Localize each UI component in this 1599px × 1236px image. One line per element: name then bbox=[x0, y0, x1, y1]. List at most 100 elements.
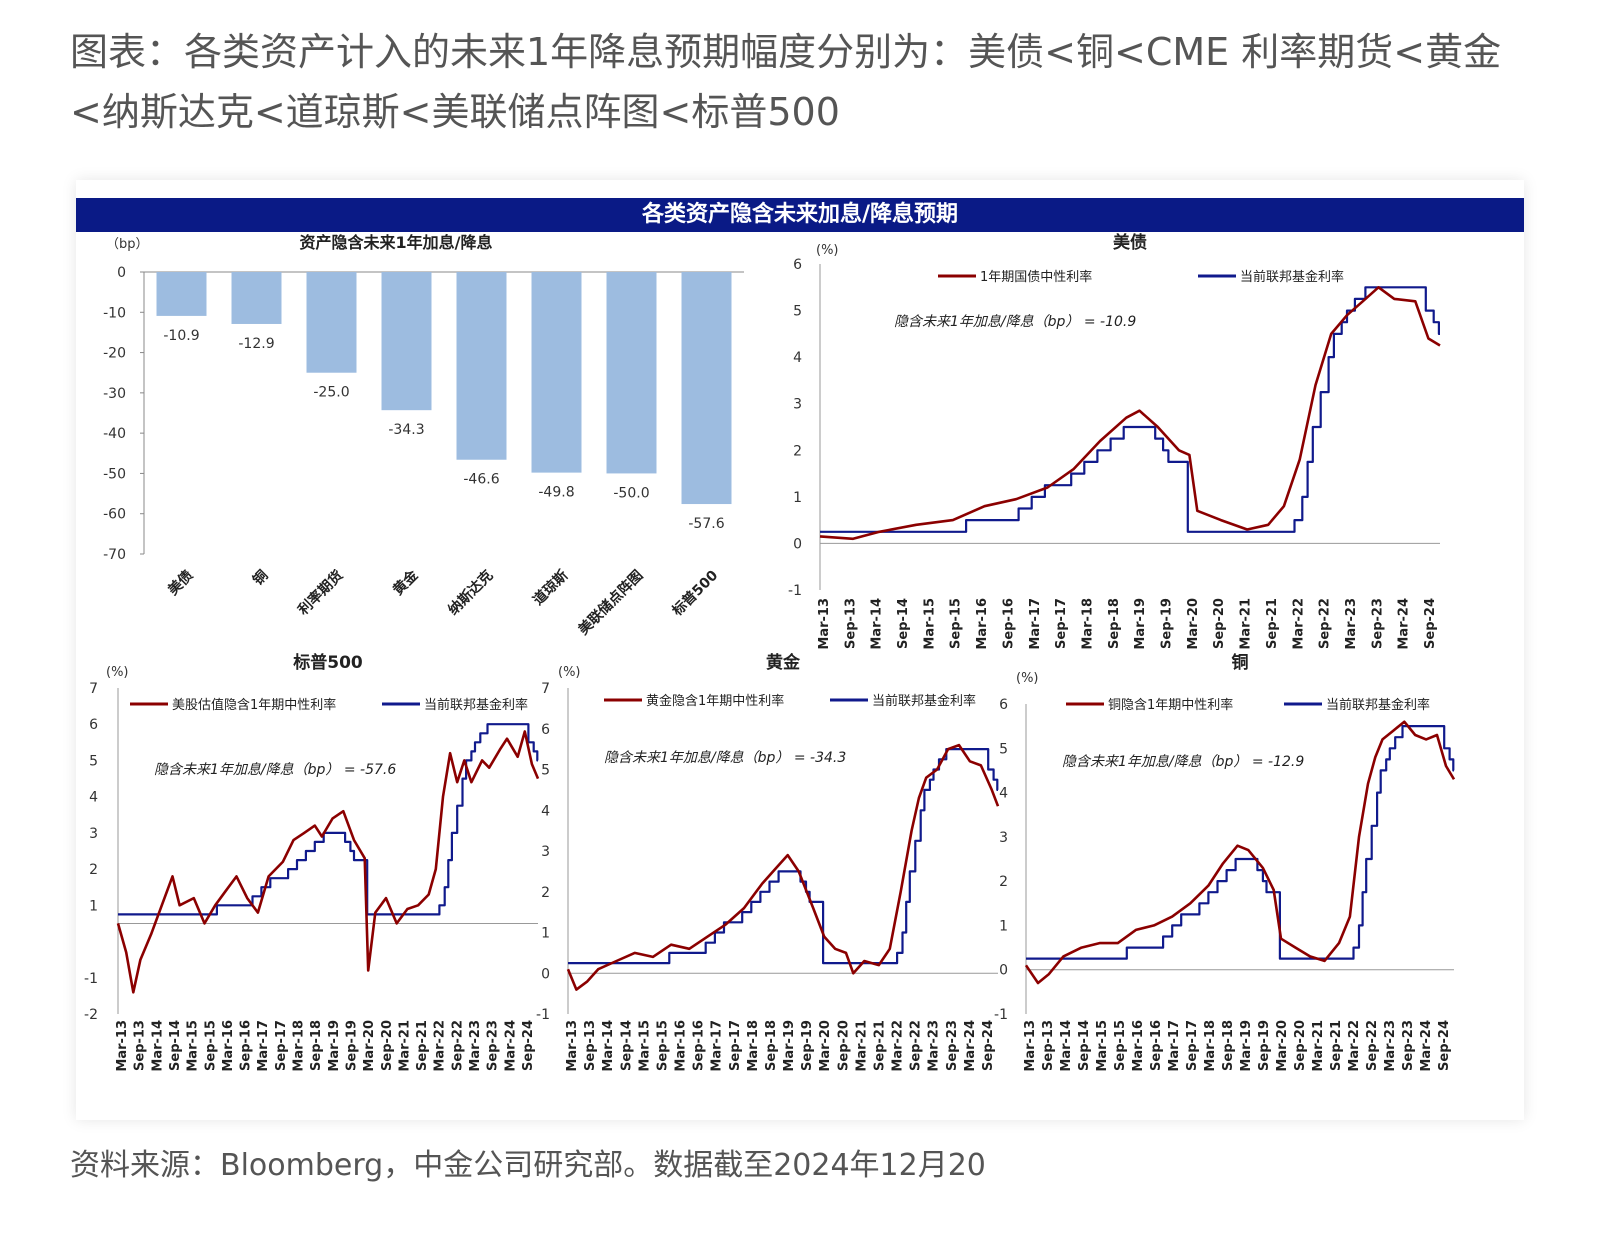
annotation-text: 隐含未来1年加息/降息（bp） = -12.9 bbox=[1062, 754, 1304, 770]
bar-value-label: -10.9 bbox=[163, 328, 199, 344]
figure-panel: 各类资产隐含未来加息/降息预期 资产隐含未来1年加息/降息 （bp） 0 -1 0 -20… bbox=[76, 180, 1524, 1120]
x-category-label: 道琼斯 bbox=[530, 567, 572, 609]
legend-label: 当前联邦基金利率 bbox=[424, 697, 528, 713]
y-tick-label: 6 bbox=[89, 717, 98, 733]
y-tick-label: 5 bbox=[999, 741, 1008, 757]
x-tick-label: Mar-15 bbox=[922, 598, 937, 650]
x-tick-label: Sep-23 bbox=[1370, 598, 1385, 649]
y-tick-label: 5 bbox=[793, 304, 802, 320]
x-tick-label: Sep-24 bbox=[1437, 1020, 1452, 1071]
x-tick-label: Sep-22 bbox=[1365, 1020, 1380, 1071]
x-tick-label: Sep-22 bbox=[909, 1020, 924, 1071]
y-tick-label: 1 bbox=[89, 898, 98, 914]
bar bbox=[606, 272, 657, 474]
series-line bbox=[820, 286, 1440, 533]
x-tick-label: Mar-19 bbox=[782, 1020, 797, 1072]
bar bbox=[456, 272, 507, 460]
figure-banner: 各类资产隐含未来加息/降息预期 bbox=[76, 198, 1524, 232]
ust-chart: 美债 (%) -1 0 1 2 3 4 5 6 Mar-13 Sep-13 Mar-14 Sep-14 Ma… bbox=[788, 232, 1441, 650]
legend-label: 当前联邦基金利率 bbox=[872, 693, 976, 709]
x-tick-label: Mar-16 bbox=[975, 598, 990, 650]
x-tick-label: Sep-24 bbox=[981, 1020, 996, 1071]
y-tick-label: -20 bbox=[103, 346, 126, 362]
x-tick-label: Mar-24 bbox=[1397, 598, 1412, 650]
x-tick-label: Sep-16 bbox=[1149, 1020, 1164, 1071]
y-tick-label: 1 bbox=[793, 490, 802, 506]
y-tick-label: 3 bbox=[541, 844, 550, 860]
y-tick-label: 1 bbox=[541, 926, 550, 942]
y-tick-label: 3 bbox=[999, 830, 1008, 846]
x-tick-label: Sep-21 bbox=[872, 1020, 887, 1071]
x-category-label: 利率期货 bbox=[295, 567, 347, 619]
bar-value-label: -25.0 bbox=[313, 385, 349, 401]
x-tick-label: Sep-13 bbox=[843, 598, 858, 649]
x-tick-label: Sep-21 bbox=[1329, 1020, 1344, 1071]
x-tick-label: Mar-18 bbox=[1080, 598, 1095, 650]
x-tick-label: Mar-13 bbox=[565, 1020, 580, 1072]
bar bbox=[681, 272, 732, 505]
y-tick-label: -60 bbox=[103, 507, 126, 523]
y-unit-label: (%) bbox=[106, 665, 129, 680]
x-tick-label: Mar-13 bbox=[1023, 1020, 1038, 1072]
bar bbox=[531, 272, 582, 473]
y-tick-label: -1 bbox=[536, 1007, 550, 1023]
x-tick-label: Sep-19 bbox=[1257, 1020, 1272, 1071]
x-tick-label: Sep-22 bbox=[450, 1020, 465, 1071]
annotation-text: 隐含未来1年加息/降息（bp） = -57.6 bbox=[154, 762, 396, 778]
y-tick-label: 2 bbox=[541, 885, 550, 901]
x-category-label: 铜 bbox=[249, 567, 271, 589]
x-tick-label: Mar-14 bbox=[1059, 1020, 1074, 1072]
y-tick-label: 6 bbox=[999, 697, 1008, 713]
chart-title: 资产隐含未来1年加息/降息 bbox=[300, 233, 493, 252]
x-tick-label: Sep-21 bbox=[1265, 598, 1280, 649]
x-tick-label: Sep-15 bbox=[1113, 1020, 1128, 1071]
y-tick-label: -50 bbox=[103, 466, 126, 482]
x-tick-label: Mar-18 bbox=[292, 1020, 307, 1072]
x-tick-label: Sep-14 bbox=[168, 1020, 183, 1071]
x-tick-label: Mar-20 bbox=[818, 1020, 833, 1072]
y-unit-label: (%) bbox=[558, 665, 581, 680]
y-tick-label: -30 bbox=[103, 386, 126, 402]
series-line bbox=[566, 743, 1000, 991]
x-tick-label: Sep-13 bbox=[583, 1020, 598, 1071]
x-tick-label: Mar-17 bbox=[710, 1020, 725, 1072]
x-tick-label: Sep-18 bbox=[1221, 1020, 1236, 1071]
x-tick-label: Sep-17 bbox=[274, 1020, 289, 1071]
x-tick-label: Mar-19 bbox=[1239, 1020, 1254, 1072]
bar bbox=[231, 272, 282, 324]
x-tick-label: Mar-24 bbox=[503, 1020, 518, 1072]
series-line bbox=[118, 723, 539, 916]
x-tick-label: Sep-15 bbox=[655, 1020, 670, 1071]
x-tick-label: Sep-14 bbox=[1077, 1020, 1092, 1071]
x-category-label: 美联储点阵图 bbox=[575, 567, 646, 638]
x-tick-label: Mar-15 bbox=[186, 1020, 201, 1072]
x-tick-label: Mar-20 bbox=[1186, 598, 1201, 650]
y-tick-label: 2 bbox=[999, 874, 1008, 890]
x-tick-label: Mar-18 bbox=[1203, 1020, 1218, 1072]
y-tick-label: -40 bbox=[103, 426, 126, 442]
legend-label: 铜隐含1年期中性利率 bbox=[1108, 697, 1233, 713]
y-tick-label: 3 bbox=[89, 826, 98, 842]
y-tick-label: 0 bbox=[541, 966, 550, 982]
x-tick-label: Mar-13 bbox=[817, 598, 832, 650]
x-tick-label: Mar-24 bbox=[963, 1020, 978, 1072]
x-tick-label: Mar-23 bbox=[1344, 598, 1359, 650]
y-unit-label: （bp） bbox=[106, 237, 149, 252]
bar-value-label: -12.9 bbox=[238, 336, 274, 352]
y-tick-label: -70 bbox=[103, 547, 126, 563]
series-line bbox=[819, 286, 1441, 541]
x-tick-label: Mar-22 bbox=[433, 1020, 448, 1072]
x-tick-label: Sep-24 bbox=[521, 1020, 536, 1071]
y-tick-label: 4 bbox=[89, 790, 98, 806]
bar bbox=[381, 272, 432, 411]
y-tick-label: 4 bbox=[541, 803, 550, 819]
x-tick-label: Sep-17 bbox=[728, 1020, 743, 1071]
bar-chart: 资产隐含未来1年加息/降息 （bp） 0 -10 -20 -30 -40 -50 -60 -70 -… bbox=[103, 233, 744, 638]
x-tick-label: Sep-18 bbox=[1107, 598, 1122, 649]
x-tick-label: Mar-16 bbox=[221, 1020, 236, 1072]
x-tick-label: Mar-23 bbox=[468, 1020, 483, 1072]
x-tick-label: Mar-21 bbox=[1311, 1020, 1326, 1072]
y-tick-label: 0 bbox=[793, 536, 802, 552]
x-category-label: 标普500 bbox=[668, 567, 721, 620]
y-tick-label: 3 bbox=[793, 397, 802, 413]
